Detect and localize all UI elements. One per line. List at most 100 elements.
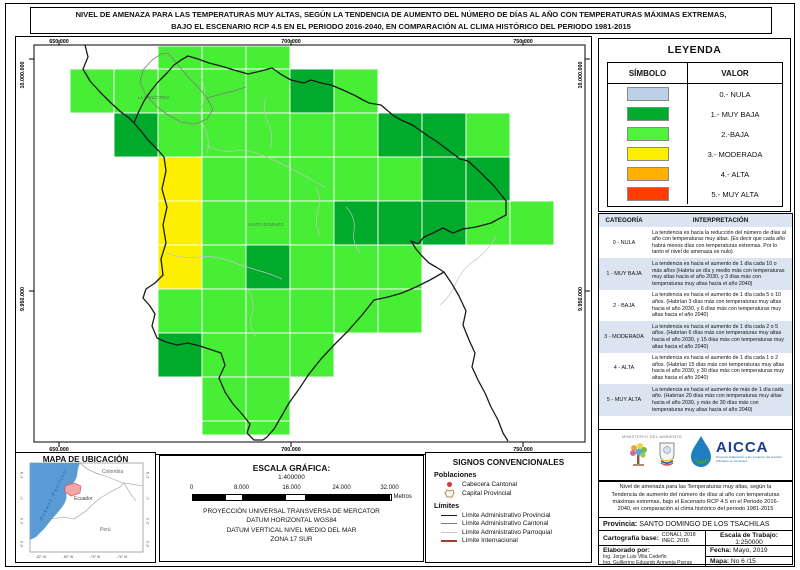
y-tick-left-9950000: 9.950.000 <box>20 287 26 311</box>
hazard-grid-cell <box>377 244 423 290</box>
country-borders <box>51 462 144 520</box>
hazard-grid-cell <box>289 288 335 334</box>
svg-text:2° N: 2° N <box>146 471 150 478</box>
svg-text:4° S: 4° S <box>146 540 150 547</box>
x-tick-top-750000: 750.000 <box>513 39 533 45</box>
swatch-muy-alta <box>626 187 669 201</box>
projection-block: PROYECCIÓN UNIVERSAL TRANSVERSA DE MERCA… <box>160 507 423 545</box>
svg-text:2° S: 2° S <box>146 517 150 524</box>
provincia-value: SANTO DOMINGO DE LOS TSACHILAS <box>639 520 770 528</box>
x-tick-bottom-700000: 700.000 <box>281 447 301 453</box>
locmap-lon-labels: -82° W -80° W -78° W -76° W <box>36 555 128 559</box>
hazard-grid-cell <box>201 332 247 378</box>
fecha-value: Mayo, 2019 <box>733 547 768 555</box>
y-tick-left-10000000: 10.000.000 <box>20 62 26 89</box>
aicca-logo-block: AICCA Proyecto Adaptación a los Impactos… <box>689 435 788 469</box>
hazard-grid-cell <box>333 156 379 202</box>
sign-limite-internacional: Límite Internacional <box>440 537 591 544</box>
cartografia-label: Cartografía base: <box>603 534 659 542</box>
legend-title: LEYENDA <box>667 44 722 56</box>
x-tick-top-700000: 700.000 <box>281 39 301 45</box>
mapa-value: No 6 /15 <box>730 557 756 565</box>
interp-header-interpretacion: INTERPRETACIÓN <box>649 214 792 227</box>
hazard-grid-cell <box>245 376 291 422</box>
ministry-label: MINISTERIO DEL AMBIENTE <box>621 434 683 439</box>
hazard-grid-cell <box>245 45 291 70</box>
scale-label-16000: 16.000 <box>282 485 301 491</box>
poblaciones-title: Poblaciones <box>434 470 477 479</box>
interp-text-5: La tendencia es hacia el aumento de más … <box>649 384 792 416</box>
interp-cat-3: 3 - MODERADA <box>599 321 649 353</box>
hazard-grid-cell <box>465 156 511 202</box>
interp-text-3: La tendencia es hacia el aumento de 1 dí… <box>649 321 792 353</box>
hazard-grid-cell <box>333 288 379 334</box>
limite-internacional-line-icon <box>441 539 457 542</box>
swatch-alta <box>626 167 669 181</box>
hazard-grid-cell <box>201 112 247 158</box>
escala-trabajo-value: 1:250000 <box>735 539 763 547</box>
legend-col-simbolo: SÍMBOLO <box>608 63 689 83</box>
page-border <box>5 3 795 567</box>
elaborado-label: Elaborado por: <box>603 547 650 554</box>
limite-provincial-line-icon <box>441 514 457 516</box>
limites-title: Límites <box>434 501 460 510</box>
provincia-label: Provincia: <box>603 520 638 528</box>
legend-label-alta: 4.- ALTA <box>720 169 750 179</box>
map-title-line2: BAJO EL ESCENARIO RCP 4.5 EN EL PERIODO … <box>171 21 631 31</box>
hazard-grid-cell <box>201 376 247 422</box>
parroquial-boundaries <box>165 76 497 338</box>
scale-panel: ESCALA GRÁFICA: 1:400000 0 8.000 16.000 … <box>159 455 424 562</box>
escala-trabajo-cell: Escala de Trabajo: 1:250000 <box>705 531 792 547</box>
x-tick-top-650000: 650.000 <box>49 39 69 45</box>
svg-text:-76° W: -76° W <box>117 555 128 559</box>
hazard-grid-cell <box>289 156 335 202</box>
hazard-grid-cell <box>465 112 511 158</box>
hazard-grid-cell <box>421 156 467 202</box>
interp-cat-2: 2 - BAJA <box>613 302 635 309</box>
provincia-row: Provincia: SANTO DOMINGO DE LOS TSACHILA… <box>599 518 792 531</box>
hazard-grid-cell <box>245 244 291 290</box>
elaborado-name-2: Ing. Guillermo Eduardo Armenta Porras <box>603 560 693 567</box>
elaborado-cell: Elaborado por: Ing. Jorge Luis Villa Ced… <box>599 546 705 566</box>
aicca-wordmark: AICCA <box>716 439 769 457</box>
hazard-grid-cell <box>201 200 247 246</box>
location-map-title: MAPA DE UBICACIÓN <box>42 455 129 464</box>
hazard-grid-cell <box>157 68 203 114</box>
svg-text:4° S: 4° S <box>20 540 24 547</box>
interp-cat-0: 0 - NULA <box>612 239 636 246</box>
hazard-grid-cell <box>333 112 379 158</box>
sign-limite-parroquial: Límite Administrativo Parroquial <box>440 529 591 536</box>
label-la-concordia: LA CONCORDIA <box>138 95 170 100</box>
svg-text:2° S: 2° S <box>20 517 24 524</box>
map-title-line1: NIVEL DE AMENAZA PARA LAS TEMPERATURAS M… <box>75 9 727 19</box>
hazard-grid-cell <box>113 112 159 158</box>
y-tick-right-10000000: 10.000.000 <box>578 62 584 89</box>
signs-title: SIGNOS CONVENCIONALES <box>452 458 565 467</box>
scale-ratio: 1:400000 <box>278 474 305 481</box>
capital-provincial-label: Capital Provincial <box>462 490 512 497</box>
scale-label-0: 0 <box>189 485 194 491</box>
hazard-grid-cell <box>245 156 291 202</box>
label-peru: Perú <box>100 527 111 533</box>
logos-panel: MINISTERIO DEL AMBIENTE <box>598 429 793 482</box>
swatch-muy-baja <box>626 107 669 121</box>
sign-capital-provincial: Capital Provincial <box>440 489 591 498</box>
sign-limite-provincial: Límite Administrativo Provincial <box>440 512 591 519</box>
hazard-grid-cell <box>201 156 247 202</box>
main-map-panel: LA CONCORDIA SANTO DOMINGO 650.000 700.0… <box>15 36 592 455</box>
hazard-grid-cell <box>157 332 203 378</box>
main-map-svg: LA CONCORDIA SANTO DOMINGO 650.000 700.0… <box>20 39 590 453</box>
tick-marks <box>29 40 590 447</box>
label-colombia: Colombia <box>102 469 123 475</box>
swatch-nula <box>626 87 669 101</box>
limite-internacional-label: Límite Internacional <box>462 537 518 544</box>
hazard-grid-cell <box>157 244 203 290</box>
fecha-row: Fecha: Mayo, 2019 <box>706 546 792 556</box>
svg-text:0°: 0° <box>20 496 24 500</box>
legend-label-muy-alta: 5.- MUY ALTA <box>711 189 759 199</box>
limite-provincial-label: Límite Administrativo Provincial <box>462 511 551 519</box>
signs-panel: SIGNOS CONVENCIONALES Poblaciones Cabece… <box>425 452 592 563</box>
scale-unit: Metros <box>393 494 412 500</box>
hazard-grid-cell <box>201 68 247 114</box>
